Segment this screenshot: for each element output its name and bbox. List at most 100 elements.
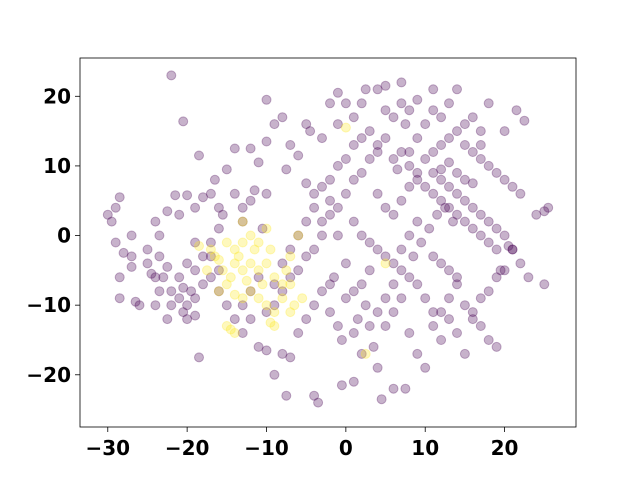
scatter-point-series-0-246 (483, 237, 494, 248)
scatter-point-series-1-5 (229, 258, 240, 269)
scatter-point-series-0-272 (388, 279, 399, 290)
scatter-point-series-0-98 (340, 293, 351, 304)
scatter-point-series-0-286 (190, 237, 201, 248)
scatter-point-series-0-126 (483, 335, 494, 345)
scatter-point-series-0-158 (507, 181, 518, 192)
scatter-point-series-0-279 (110, 202, 121, 213)
scatter-point-series-0-7 (174, 209, 185, 220)
scatter-point-series-0-175 (499, 126, 510, 137)
scatter-point-series-0-14 (162, 261, 173, 272)
scatter-point-series-1-16 (213, 286, 224, 297)
scatter-point-series-0-166 (475, 209, 486, 220)
scatter-point-series-0-133 (396, 265, 407, 276)
scatter-point-series-0-55 (237, 300, 248, 311)
scatter-point-series-0-168 (491, 223, 502, 234)
scatter-point-series-0-201 (452, 167, 462, 178)
scatter-point-series-0-15 (174, 272, 185, 283)
scatter-point-series-0-106 (388, 307, 399, 318)
scatter-point-series-0-225 (317, 181, 327, 192)
scatter-point-series-0-8 (190, 202, 201, 213)
scatter-point-series-0-217 (269, 300, 280, 311)
scatter-point-series-1-39 (269, 321, 280, 331)
scatter-point-series-0-21 (190, 310, 201, 321)
scatter-point-series-1-47 (340, 122, 351, 133)
scatter-point-series-0-252 (336, 380, 347, 391)
scatter-point-series-1-41 (289, 300, 300, 311)
x-tick-label: 20 (491, 436, 519, 460)
scatter-point-series-0-114 (452, 279, 462, 290)
scatter-point-series-0-241 (444, 202, 454, 213)
scatter-point-series-0-87 (396, 98, 407, 109)
scatter-point-series-0-71 (305, 126, 316, 137)
scatter-point-series-0-183 (507, 244, 518, 255)
scatter-point-series-0-266 (432, 209, 443, 220)
scatter-point-series-0-90 (309, 188, 320, 199)
scatter-point-series-1-23 (277, 293, 288, 304)
scatter-point-series-0-234 (388, 154, 399, 164)
scatter-point-series-0-240 (436, 195, 447, 206)
scatter-point-series-0-48 (237, 216, 248, 227)
scatter-point-series-1-21 (261, 300, 272, 311)
scatter-point-series-0-42 (229, 188, 240, 199)
scatter-point-series-0-30 (114, 293, 125, 304)
scatter-point-series-1-30 (237, 237, 248, 248)
scatter-point-series-1-35 (225, 324, 236, 335)
scatter-point-series-0-164 (459, 195, 470, 206)
scatter-point-series-0-0 (166, 70, 177, 81)
scatter-point-series-0-184 (495, 265, 506, 276)
scatter-point-series-0-9 (150, 216, 161, 227)
scatter-point-series-0-84 (396, 77, 407, 88)
scatter-point-series-1-19 (245, 286, 256, 297)
scatter-point-series-0-256 (372, 362, 383, 373)
scatter-point-series-0-189 (420, 119, 431, 130)
scatter-point-series-1-11 (253, 265, 264, 276)
scatter-point-series-0-208 (340, 188, 351, 199)
scatter-point-series-0-61 (269, 369, 280, 380)
scatter-point-series-0-45 (249, 185, 260, 196)
scatter-point-series-0-74 (325, 98, 335, 109)
scatter-point-series-0-53 (245, 143, 256, 154)
scatter-point-series-0-31 (126, 261, 137, 272)
scatter-point-series-0-271 (396, 244, 407, 255)
scatter-point-series-0-118 (483, 286, 494, 297)
scatter-point-series-0-27 (194, 352, 204, 363)
scatter-point-series-0-83 (388, 112, 399, 123)
scatter-point-series-0-287 (198, 251, 208, 262)
scatter-point-series-0-172 (523, 272, 534, 283)
scatter-point-series-0-176 (483, 98, 494, 109)
scatter-point-series-0-108 (404, 328, 415, 338)
scatter-point-series-0-20 (178, 307, 189, 318)
scatter-point-series-0-85 (404, 105, 415, 116)
scatter-point-series-0-67 (269, 119, 280, 130)
scatter-point-series-0-237 (412, 174, 423, 185)
scatter-point-series-1-45 (253, 237, 264, 248)
scatter-point-series-0-262 (325, 279, 335, 290)
scatter-point-series-0-136 (372, 244, 383, 255)
scatter-point-series-0-129 (428, 307, 439, 318)
scatter-point-series-0-86 (380, 80, 391, 91)
scatter-point-series-1-32 (221, 237, 232, 248)
scatter-point-series-1-22 (269, 307, 280, 318)
scatter-point-series-0-198 (428, 84, 439, 95)
scatter-point-series-0-134 (388, 258, 399, 269)
scatter-point-series-0-77 (332, 119, 343, 130)
scatter-point-series-0-76 (340, 98, 351, 109)
scatter-point-series-0-223 (301, 216, 312, 227)
scatter-point-series-0-187 (412, 133, 423, 144)
scatter-point-series-0-206 (356, 167, 367, 178)
scatter-point-series-0-190 (428, 105, 439, 116)
scatter-point-series-0-255 (400, 383, 411, 394)
scatter-point-series-0-82 (380, 105, 391, 116)
x-tick-label: −30 (85, 436, 130, 460)
scatter-point-series-0-99 (325, 307, 335, 318)
scatter-point-series-0-276 (360, 300, 371, 311)
scatter-point-series-0-4 (182, 190, 193, 201)
scatter-point-series-0-13 (146, 268, 157, 279)
scatter-point-series-0-222 (293, 230, 304, 241)
scatter-point-series-1-46 (261, 223, 272, 234)
scatter-point-series-0-210 (325, 209, 335, 220)
scatter-point-series-0-231 (364, 126, 375, 137)
scatter-point-series-0-242 (452, 209, 462, 220)
scatter-point-series-1-9 (245, 258, 256, 269)
scatter-point-series-0-199 (436, 164, 447, 175)
